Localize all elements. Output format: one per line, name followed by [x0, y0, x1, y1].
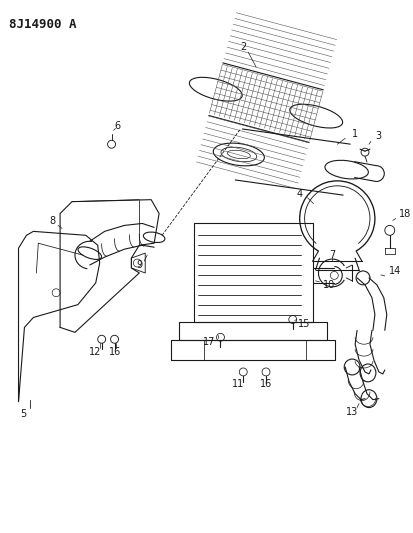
- Text: 8: 8: [49, 216, 55, 227]
- Text: 1: 1: [352, 130, 358, 139]
- Text: 18: 18: [399, 208, 411, 219]
- Text: 16: 16: [109, 347, 122, 357]
- Text: 3: 3: [376, 131, 382, 141]
- Text: 10: 10: [323, 280, 335, 290]
- Text: 2: 2: [240, 42, 247, 52]
- Text: 7: 7: [329, 250, 335, 260]
- Text: 12: 12: [88, 347, 101, 357]
- Text: 9: 9: [136, 260, 142, 270]
- Text: 8J14900 A: 8J14900 A: [9, 18, 76, 30]
- Text: 15: 15: [298, 319, 310, 329]
- Text: 5: 5: [20, 408, 26, 418]
- Text: 6: 6: [114, 122, 121, 132]
- Text: 14: 14: [389, 266, 401, 276]
- Text: 4: 4: [297, 189, 303, 199]
- Text: 17: 17: [203, 337, 216, 347]
- Text: 11: 11: [232, 379, 244, 389]
- Text: 13: 13: [346, 407, 358, 416]
- Text: 16: 16: [260, 379, 272, 389]
